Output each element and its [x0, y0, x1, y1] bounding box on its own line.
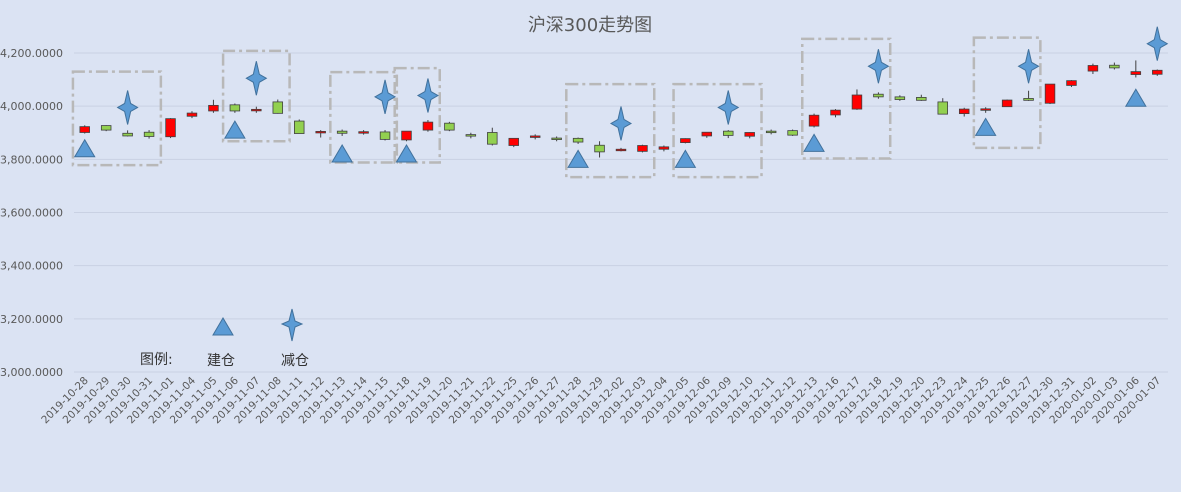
- build-marker: [974, 117, 997, 136]
- candle-body: [1087, 65, 1099, 72]
- candle-body: [487, 132, 498, 145]
- candle-body: [1130, 71, 1142, 75]
- candle-body: [594, 144, 605, 153]
- candle-body: [379, 131, 391, 140]
- y-axis-tick-labels: 3,000.0000 3,200.0000 3,400.0000 3,600.0000…: [0, 47, 63, 379]
- candle-body: [251, 108, 262, 112]
- candle-body: [830, 109, 841, 116]
- highlight-box: [71, 70, 163, 167]
- reduce-marker: [609, 106, 633, 141]
- build-marker: [803, 133, 825, 152]
- candle-body: [808, 114, 820, 127]
- highlight-boxes: [71, 36, 1042, 179]
- candle-body: [165, 118, 176, 138]
- candle-body: [765, 130, 777, 134]
- candle-body: [336, 130, 348, 134]
- candle-body: [637, 145, 648, 152]
- candle-body: [465, 134, 477, 137]
- candle-body: [744, 132, 755, 137]
- candle-body: [916, 96, 927, 101]
- candle-body: [208, 104, 219, 112]
- candle-body: [422, 121, 434, 131]
- build-marker: [395, 144, 418, 163]
- candle-body: [615, 148, 627, 152]
- highlight-box: [565, 82, 656, 179]
- candle-body: [122, 132, 133, 137]
- highlight-box: [672, 82, 763, 179]
- reduce-marker: [1017, 49, 1040, 84]
- candle-body: [723, 130, 734, 136]
- highlight-box: [393, 66, 441, 164]
- candle-body: [551, 137, 562, 140]
- highlight-box: [329, 70, 399, 164]
- reduce-marker: [245, 61, 268, 96]
- x-axis-tick-labels: 2019-10-282019-10-292019-10-302019-10-31…: [39, 374, 1163, 426]
- candle-body: [294, 120, 305, 134]
- candle-body: [958, 108, 970, 115]
- candle-body: [937, 101, 948, 115]
- y-tick-label: 3,800.0000: [0, 153, 63, 166]
- y-tick-label: 3,000.0000: [0, 366, 63, 379]
- candle-body: [1044, 83, 1056, 104]
- gridlines: [74, 52, 1168, 373]
- candle-body: [79, 126, 90, 133]
- highlight-box: [801, 37, 892, 160]
- reduce-marker: [374, 79, 397, 114]
- candle-body: [401, 130, 412, 141]
- y-tick-label: 3,200.0000: [0, 313, 63, 326]
- candle-body: [100, 125, 112, 131]
- y-tick-label: 4,000.0000: [0, 100, 63, 113]
- legend-title: 图例:: [140, 352, 173, 368]
- candle-body: [315, 131, 326, 134]
- build-marker: [567, 149, 589, 168]
- candle-body: [508, 137, 519, 146]
- candle-body: [1066, 80, 1077, 86]
- candle-body: [873, 93, 884, 98]
- candle-body: [229, 104, 241, 112]
- build-marker: [73, 138, 96, 158]
- candle-body: [1109, 64, 1120, 69]
- highlight-box: [972, 36, 1042, 150]
- candle-body: [1152, 69, 1163, 75]
- legend-build-label: 建仓: [207, 353, 235, 369]
- reduce-marker: [867, 49, 890, 84]
- candle-body: [701, 131, 713, 137]
- build-marker: [1124, 88, 1147, 107]
- chart-title: 沪深300走势图: [528, 15, 652, 36]
- legend-reduce-label: 减仓: [281, 353, 309, 369]
- trade-markers: [73, 26, 1169, 168]
- candle-body: [680, 138, 691, 143]
- candle-body: [980, 108, 991, 111]
- candlesticks: [79, 60, 1163, 158]
- candle-body: [529, 135, 541, 138]
- candle-body: [658, 146, 670, 150]
- y-tick-label: 4,200.0000: [0, 47, 63, 60]
- candle-body: [143, 131, 155, 137]
- candle-body: [1023, 98, 1034, 101]
- y-tick-label: 3,400.0000: [0, 260, 63, 273]
- highlight-box: [221, 49, 291, 143]
- build-marker: [224, 120, 246, 139]
- legend: 图例: 建仓 减仓: [140, 308, 309, 369]
- reduce-marker: [116, 90, 139, 125]
- candle-body: [851, 94, 863, 110]
- candle-body: [787, 130, 798, 136]
- legend-build-triangle-icon: [212, 317, 234, 336]
- candle-body: [1001, 99, 1013, 108]
- candle-body: [444, 122, 455, 131]
- build-marker: [331, 144, 354, 163]
- reduce-marker: [416, 78, 439, 113]
- y-tick-label: 3,600.0000: [0, 207, 63, 220]
- candle-body: [272, 101, 284, 114]
- candle-body: [186, 112, 198, 117]
- candle-body: [894, 96, 906, 100]
- candle-body: [572, 137, 584, 143]
- reduce-marker: [717, 90, 740, 125]
- build-marker: [674, 149, 697, 168]
- reduce-marker: [1146, 26, 1169, 61]
- candle-body: [358, 131, 369, 134]
- legend-reduce-star-icon: [280, 308, 304, 342]
